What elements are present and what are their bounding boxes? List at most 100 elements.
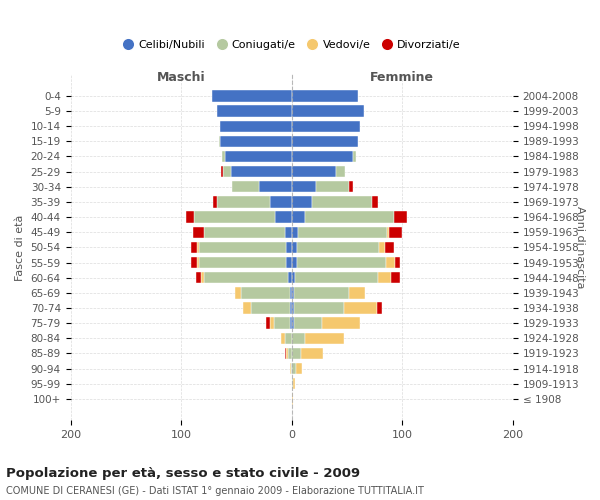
Bar [286, 348, 289, 359]
Bar [394, 212, 407, 223]
Bar [292, 363, 296, 374]
Bar [377, 302, 382, 314]
Legend: Celibi/Nubili, Coniugati/e, Vedovi/e, Divorziati/e: Celibi/Nubili, Coniugati/e, Vedovi/e, Di… [118, 35, 465, 55]
Bar [213, 196, 217, 207]
Bar [395, 257, 400, 268]
Text: COMUNE DI CERANESI (GE) - Dati ISTAT 1° gennaio 2009 - Elaborazione TUTTITALIA.I: COMUNE DI CERANESI (GE) - Dati ISTAT 1° … [6, 486, 424, 496]
Bar [231, 166, 292, 177]
Bar [292, 257, 297, 268]
Bar [290, 287, 292, 298]
Text: Maschi: Maschi [157, 71, 205, 84]
Bar [391, 272, 400, 283]
Bar [185, 212, 194, 223]
Bar [241, 287, 290, 298]
Bar [285, 332, 292, 344]
Bar [387, 226, 389, 238]
Bar [259, 181, 292, 192]
Text: Popolazione per età, sesso e stato civile - 2009: Popolazione per età, sesso e stato civil… [6, 468, 360, 480]
Y-axis label: Fasce di età: Fasce di età [15, 214, 25, 280]
Bar [275, 212, 292, 223]
Bar [266, 318, 269, 329]
Bar [269, 196, 292, 207]
Bar [292, 212, 305, 223]
Bar [292, 181, 316, 192]
Bar [232, 181, 259, 192]
Bar [294, 302, 344, 314]
Bar [297, 242, 379, 253]
Bar [344, 302, 377, 314]
Bar [292, 106, 364, 117]
Bar [349, 181, 353, 192]
Bar [212, 90, 292, 102]
Bar [296, 363, 302, 374]
Bar [353, 151, 356, 162]
Bar [222, 151, 226, 162]
Bar [217, 106, 292, 117]
Bar [197, 257, 199, 268]
Bar [292, 348, 301, 359]
Bar [293, 378, 295, 390]
Bar [298, 226, 387, 238]
Bar [322, 318, 361, 329]
Text: Femmine: Femmine [370, 71, 434, 84]
Bar [251, 302, 290, 314]
Bar [292, 120, 361, 132]
Bar [292, 378, 293, 390]
Bar [292, 287, 294, 298]
Bar [385, 242, 394, 253]
Bar [289, 272, 292, 283]
Bar [285, 348, 286, 359]
Bar [191, 257, 197, 268]
Bar [286, 257, 292, 268]
Bar [292, 318, 294, 329]
Bar [297, 257, 386, 268]
Bar [290, 318, 292, 329]
Bar [292, 166, 336, 177]
Bar [290, 363, 292, 374]
Bar [294, 287, 349, 298]
Bar [199, 257, 286, 268]
Bar [294, 318, 322, 329]
Bar [221, 166, 223, 177]
Bar [292, 196, 311, 207]
Bar [305, 332, 344, 344]
Bar [281, 332, 285, 344]
Bar [286, 242, 292, 253]
Bar [269, 318, 274, 329]
Bar [199, 242, 286, 253]
Bar [292, 302, 294, 314]
Bar [292, 151, 353, 162]
Bar [379, 242, 385, 253]
Bar [205, 226, 285, 238]
Bar [191, 242, 197, 253]
Bar [373, 196, 378, 207]
Bar [378, 272, 391, 283]
Bar [349, 287, 365, 298]
Bar [305, 212, 394, 223]
Bar [235, 287, 241, 298]
Bar [220, 120, 292, 132]
Bar [243, 302, 251, 314]
Y-axis label: Anni di nascita: Anni di nascita [575, 206, 585, 288]
Bar [292, 136, 358, 147]
Bar [292, 242, 297, 253]
Bar [336, 166, 345, 177]
Bar [292, 393, 293, 404]
Bar [285, 226, 292, 238]
Bar [386, 257, 395, 268]
Bar [201, 272, 205, 283]
Bar [220, 136, 292, 147]
Bar [292, 272, 295, 283]
Bar [226, 151, 292, 162]
Bar [295, 272, 378, 283]
Bar [311, 196, 373, 207]
Bar [274, 318, 290, 329]
Bar [217, 196, 269, 207]
Bar [292, 90, 358, 102]
Bar [292, 332, 305, 344]
Bar [290, 302, 292, 314]
Bar [205, 272, 289, 283]
Bar [301, 348, 323, 359]
Bar [197, 242, 199, 253]
Bar [219, 136, 220, 147]
